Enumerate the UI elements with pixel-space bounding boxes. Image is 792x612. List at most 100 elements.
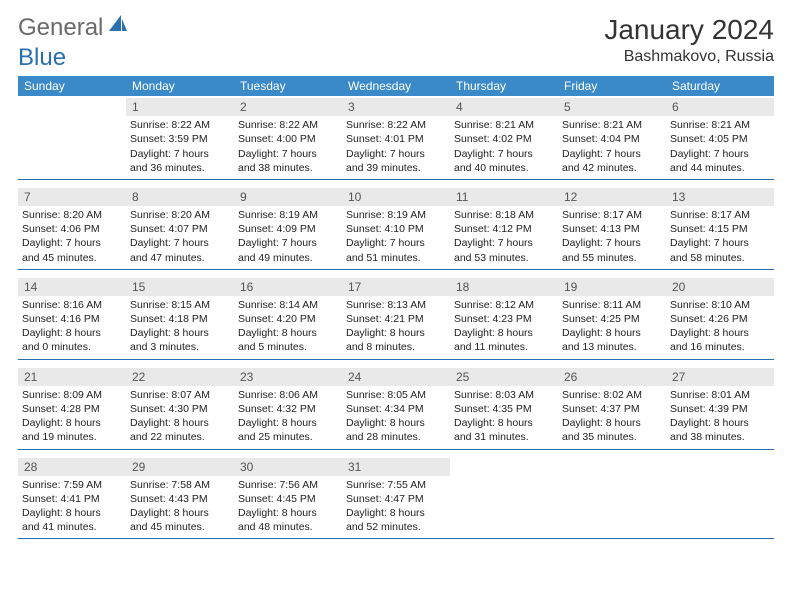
- day-line-d1: Daylight: 7 hours: [346, 147, 446, 161]
- day-cell-empty: [450, 456, 558, 539]
- day-number: 20: [666, 278, 774, 296]
- weeks-container: 1Sunrise: 8:22 AMSunset: 3:59 PMDaylight…: [18, 96, 774, 539]
- dow-cell: Friday: [558, 76, 666, 96]
- day-number: 13: [666, 188, 774, 206]
- day-line-d2: and 42 minutes.: [562, 161, 662, 175]
- day-line-d2: and 5 minutes.: [238, 340, 338, 354]
- day-line-sr: Sunrise: 8:13 AM: [346, 298, 446, 312]
- day-line-ss: Sunset: 4:37 PM: [562, 402, 662, 416]
- day-number: [558, 458, 666, 475]
- day-line-d1: Daylight: 8 hours: [454, 416, 554, 430]
- day-line-ss: Sunset: 4:12 PM: [454, 222, 554, 236]
- day-line-ss: Sunset: 4:09 PM: [238, 222, 338, 236]
- day-line-d2: and 22 minutes.: [130, 430, 230, 444]
- day-number: 3: [342, 98, 450, 116]
- day-line-d1: Daylight: 7 hours: [346, 236, 446, 250]
- day-line-d1: Daylight: 7 hours: [562, 236, 662, 250]
- day-line-d2: and 47 minutes.: [130, 251, 230, 265]
- dow-cell: Sunday: [18, 76, 126, 96]
- day-line-ss: Sunset: 4:01 PM: [346, 132, 446, 146]
- day-line-sr: Sunrise: 8:14 AM: [238, 298, 338, 312]
- day-line-sr: Sunrise: 8:22 AM: [346, 118, 446, 132]
- day-number: 6: [666, 98, 774, 116]
- day-number: [450, 458, 558, 475]
- day-line-ss: Sunset: 4:41 PM: [22, 492, 122, 506]
- day-line-d2: and 52 minutes.: [346, 520, 446, 534]
- day-number: 1: [126, 98, 234, 116]
- day-line-d1: Daylight: 8 hours: [670, 416, 770, 430]
- day-cell: 31Sunrise: 7:55 AMSunset: 4:47 PMDayligh…: [342, 456, 450, 539]
- day-line-d2: and 3 minutes.: [130, 340, 230, 354]
- day-line-d1: Daylight: 7 hours: [454, 147, 554, 161]
- day-line-ss: Sunset: 4:18 PM: [130, 312, 230, 326]
- day-number: 16: [234, 278, 342, 296]
- day-line-sr: Sunrise: 8:10 AM: [670, 298, 770, 312]
- day-line-sr: Sunrise: 8:01 AM: [670, 388, 770, 402]
- day-line-d2: and 38 minutes.: [238, 161, 338, 175]
- day-cell: 30Sunrise: 7:56 AMSunset: 4:45 PMDayligh…: [234, 456, 342, 539]
- day-line-d1: Daylight: 7 hours: [130, 147, 230, 161]
- day-number: 17: [342, 278, 450, 296]
- day-line-ss: Sunset: 4:47 PM: [346, 492, 446, 506]
- day-cell: 15Sunrise: 8:15 AMSunset: 4:18 PMDayligh…: [126, 276, 234, 359]
- day-number: [666, 458, 774, 475]
- day-line-d2: and 44 minutes.: [670, 161, 770, 175]
- day-line-d1: Daylight: 8 hours: [562, 416, 662, 430]
- day-cell-empty: [558, 456, 666, 539]
- day-line-sr: Sunrise: 8:21 AM: [670, 118, 770, 132]
- dow-header-row: SundayMondayTuesdayWednesdayThursdayFrid…: [18, 76, 774, 96]
- day-line-ss: Sunset: 4:02 PM: [454, 132, 554, 146]
- day-line-sr: Sunrise: 8:16 AM: [22, 298, 122, 312]
- day-line-d1: Daylight: 7 hours: [130, 236, 230, 250]
- day-line-d2: and 19 minutes.: [22, 430, 122, 444]
- day-line-ss: Sunset: 4:43 PM: [130, 492, 230, 506]
- day-line-sr: Sunrise: 8:21 AM: [454, 118, 554, 132]
- day-line-d1: Daylight: 7 hours: [562, 147, 662, 161]
- week-row: 14 Sunrise: 8:16 AMSunset: 4:16 PM Dayligh…: [18, 276, 774, 360]
- day-number: 12: [558, 188, 666, 206]
- day-number: 14: [18, 278, 126, 296]
- day-line-d2: and 53 minutes.: [454, 251, 554, 265]
- day-line-ss: Sunset: 4:10 PM: [346, 222, 446, 236]
- day-line-d2: and 13 minutes.: [562, 340, 662, 354]
- day-line-d2: and 51 minutes.: [346, 251, 446, 265]
- day-line-d2: and 8 minutes.: [346, 340, 446, 354]
- day-number: 2: [234, 98, 342, 116]
- day-number: 18: [450, 278, 558, 296]
- logo: General: [18, 14, 131, 42]
- day-cell-empty: [18, 96, 126, 179]
- day-line-d2: and 48 minutes.: [238, 520, 338, 534]
- day-cell: 16Sunrise: 8:14 AMSunset: 4:20 PMDayligh…: [234, 276, 342, 359]
- day-cell: 17Sunrise: 8:13 AMSunset: 4:21 PMDayligh…: [342, 276, 450, 359]
- week-row: 1Sunrise: 8:22 AMSunset: 3:59 PMDaylight…: [18, 96, 774, 180]
- day-line-ss: Sunset: 4:28 PM: [22, 402, 122, 416]
- day-line-d2: and 31 minutes.: [454, 430, 554, 444]
- week-row: 28Sunrise: 7:59 AMSunset: 4:41 PMDayligh…: [18, 456, 774, 540]
- day-line-ss: Sunset: 4:35 PM: [454, 402, 554, 416]
- day-line-d2: and 11 minutes.: [454, 340, 554, 354]
- day-line-d2: and 39 minutes.: [346, 161, 446, 175]
- day-number: 24: [342, 368, 450, 386]
- day-line-sr: Sunrise: 8:19 AM: [238, 208, 338, 222]
- day-cell: 9Sunrise: 8:19 AMSunset: 4:09 PMDaylight…: [234, 186, 342, 269]
- day-line-d1: Daylight: 7 hours: [238, 147, 338, 161]
- day-line-d1: Daylight: 8 hours: [22, 506, 122, 520]
- day-line-ss: Sunset: 4:00 PM: [238, 132, 338, 146]
- day-line-sr: Sunrise: 8:07 AM: [130, 388, 230, 402]
- day-line-d1: Daylight: 8 hours: [454, 326, 554, 340]
- day-line-sr: Sunrise: 8:15 AM: [130, 298, 230, 312]
- day-cell: 20Sunrise: 8:10 AMSunset: 4:26 PMDayligh…: [666, 276, 774, 359]
- day-cell: 25Sunrise: 8:03 AMSunset: 4:35 PMDayligh…: [450, 366, 558, 449]
- day-number: 11: [450, 188, 558, 206]
- day-line-sr: Sunrise: 8:05 AM: [346, 388, 446, 402]
- day-cell: 22Sunrise: 8:07 AMSunset: 4:30 PMDayligh…: [126, 366, 234, 449]
- day-line-sr: Sunrise: 8:19 AM: [346, 208, 446, 222]
- day-cell: 19Sunrise: 8:11 AMSunset: 4:25 PMDayligh…: [558, 276, 666, 359]
- day-cell: 2Sunrise: 8:22 AMSunset: 4:00 PMDaylight…: [234, 96, 342, 179]
- day-line-d1: Daylight: 7 hours: [454, 236, 554, 250]
- logo-text-general: General: [18, 14, 103, 42]
- month-title: January 2024: [604, 14, 774, 46]
- day-cell: 27Sunrise: 8:01 AMSunset: 4:39 PMDayligh…: [666, 366, 774, 449]
- day-line-ss: Sunset: 4:16 PM: [22, 312, 122, 326]
- day-number: 22: [126, 368, 234, 386]
